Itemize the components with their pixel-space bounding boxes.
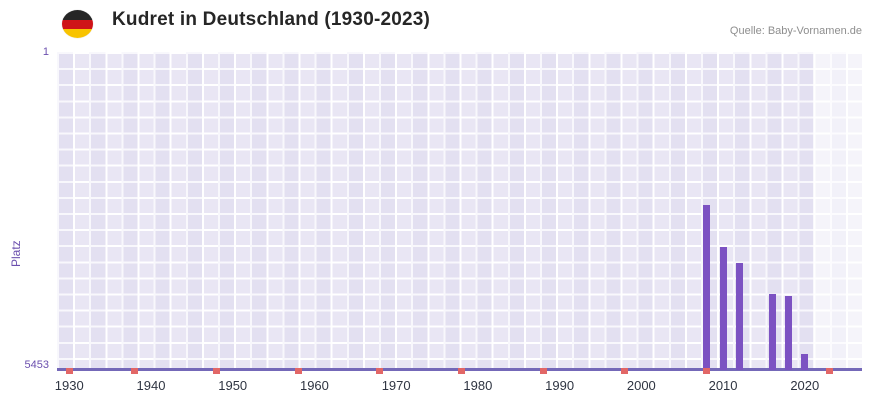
- rank-bar-chart: Platz 1 5453 1930 1940 1950 1960 1970 1980 199…: [0, 45, 873, 412]
- no-rank-marker-1978[interactable]: [458, 368, 466, 374]
- x-tick-label-1960: 1960: [299, 378, 329, 393]
- x-tick-label-1990: 1990: [545, 378, 575, 393]
- no-rank-marker-1968[interactable]: [376, 368, 384, 374]
- y-tick-bottom: 5453: [24, 359, 49, 371]
- rank-bar-2016[interactable]: [768, 293, 776, 370]
- rank-bar-2010[interactable]: [719, 246, 727, 370]
- x-tick-label-2000: 2000: [626, 378, 656, 393]
- rank-bar-2018[interactable]: [784, 296, 792, 370]
- german-flag-icon: [62, 10, 93, 38]
- x-tick-label-1980: 1980: [463, 378, 493, 393]
- recent-years-band: [812, 52, 862, 370]
- flag-stripe-black: [62, 10, 93, 21]
- no-rank-marker-1998[interactable]: [621, 368, 629, 374]
- flag-stripe-gold: [62, 29, 93, 38]
- no-rank-marker-2023[interactable]: [825, 368, 833, 374]
- rank-bar-2020[interactable]: [801, 354, 809, 370]
- x-tick-label-1950: 1950: [218, 378, 248, 393]
- x-tick-label-2020: 2020: [790, 378, 820, 393]
- no-rank-marker-1988[interactable]: [539, 368, 547, 374]
- y-axis-title: Platz: [9, 240, 23, 267]
- no-rank-marker-1948[interactable]: [212, 368, 220, 374]
- no-rank-marker-2008[interactable]: [703, 368, 711, 374]
- page-title: Kudret in Deutschland (1930-2023): [112, 9, 431, 30]
- source-credit: Quelle: Baby-Vornamen.de: [729, 25, 862, 37]
- x-tick-label-2010: 2010: [708, 378, 738, 393]
- plot-area: [57, 52, 862, 374]
- no-rank-marker-1930[interactable]: [65, 368, 73, 374]
- rank-bar-2012[interactable]: [735, 263, 743, 370]
- no-rank-marker-1938[interactable]: [131, 368, 139, 374]
- x-tick-label-1930: 1930: [54, 378, 84, 393]
- y-tick-top: 1: [42, 46, 49, 58]
- x-tick-label-1970: 1970: [381, 378, 411, 393]
- no-rank-marker-1958[interactable]: [294, 368, 302, 374]
- x-axis-labels: 1930 1940 1950 1960 1970 1980 1990 2000 2010 2020: [54, 378, 862, 398]
- rank-bar-2008[interactable]: [703, 204, 711, 370]
- flag-stripe-red: [62, 20, 93, 30]
- chart-header: Kudret in Deutschland (1930-2023) Quelle…: [0, 0, 873, 45]
- x-tick-label-1940: 1940: [136, 378, 166, 393]
